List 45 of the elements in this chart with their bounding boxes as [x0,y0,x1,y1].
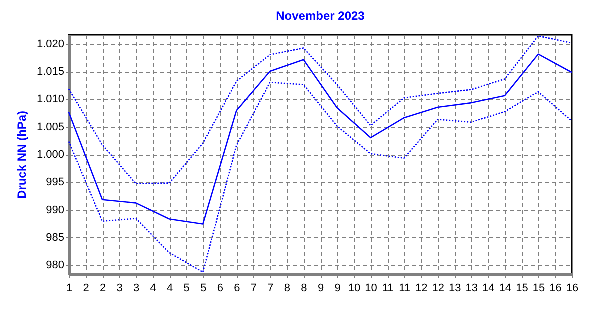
y-tick-label: 985 [46,232,64,244]
y-axis-title: Druck NN (hPa) [14,110,29,200]
chart-title: November 2023 [276,9,366,23]
x-tick-label: 13 [466,282,478,294]
line-series [68,82,573,273]
y-tick-label: 990 [46,204,64,216]
x-tick-label: 3 [134,282,140,294]
x-tick-label: 12 [432,282,444,294]
x-tick-label: 8 [284,282,291,294]
x-tick-label: 11 [399,282,411,294]
x-tick-label: 14 [482,282,495,294]
x-tick-label: 9 [334,282,341,294]
x-tick-label: 15 [516,282,528,294]
line-series [68,54,573,225]
x-tick-label: 8 [301,282,308,294]
x-tick-label: 9 [318,282,324,294]
x-tick-label: 2 [100,282,106,294]
x-tick-label: 15 [532,282,546,294]
x-tick-label: 5 [184,282,190,294]
line-series [68,35,573,184]
x-tick-label: 1 [66,282,73,294]
x-tick-label: 14 [499,282,512,294]
x-tick-label: 4 [150,282,156,294]
x-tick-label: 7 [250,282,257,294]
x-tick-label: 6 [234,282,240,294]
x-tick-label: 12 [415,282,428,294]
y-tick-label: 1.005 [36,121,64,134]
x-tick-label: 7 [268,282,274,294]
x-tick-label: 13 [449,282,462,294]
x-tick-label: 3 [116,282,123,294]
x-tick-label: 16 [550,282,562,294]
x-tick-label: 11 [382,282,394,294]
y-tick-label: 1.000 [36,149,64,161]
y-tick-label: 1.010 [36,94,64,106]
y-tick-label: 1.020 [36,38,64,50]
y-tick-label: 995 [46,176,64,189]
x-tick-label: 2 [83,282,90,294]
x-tick-label: 4 [167,282,174,294]
y-tick-label: 1.015 [36,66,64,78]
x-tick-label: 16 [566,282,579,294]
x-tick-label: 5 [200,282,207,294]
x-tick-label: 10 [365,282,378,294]
x-tick-label: 10 [348,282,361,294]
x-tick-label: 6 [217,282,224,294]
y-tick-label: 980 [46,260,64,272]
